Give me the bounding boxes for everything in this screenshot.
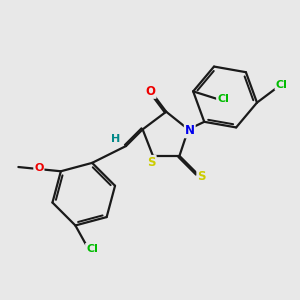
Text: O: O (34, 163, 44, 172)
Text: S: S (147, 156, 156, 169)
Text: Cl: Cl (217, 94, 229, 104)
Text: Cl: Cl (86, 244, 98, 254)
Text: S: S (197, 170, 206, 183)
Text: Cl: Cl (275, 80, 287, 90)
Text: O: O (146, 85, 156, 98)
Text: N: N (185, 124, 195, 137)
Text: H: H (111, 134, 120, 144)
